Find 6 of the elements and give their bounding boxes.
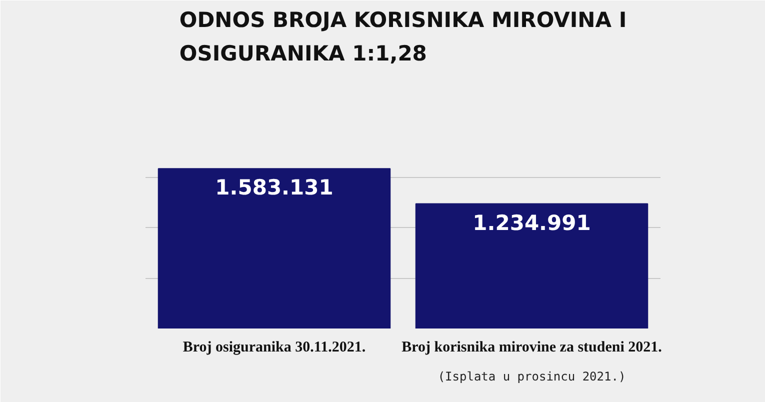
data-label: 1.234.991 — [472, 210, 591, 235]
x-tick-label: Broj korisnika mirovine za studeni 2021. — [402, 340, 662, 356]
data-label: 1.583.131 — [215, 176, 334, 200]
chart-title: ODNOS BROJA KORISNIKA MIROVINA I OSIGURANIKA 1:1,28 — [179, 8, 627, 66]
text: (Isplata u prosincu 2021.) — [438, 370, 626, 384]
x-tick-label: Broj osiguranika 30.11.2021. — [182, 340, 366, 356]
